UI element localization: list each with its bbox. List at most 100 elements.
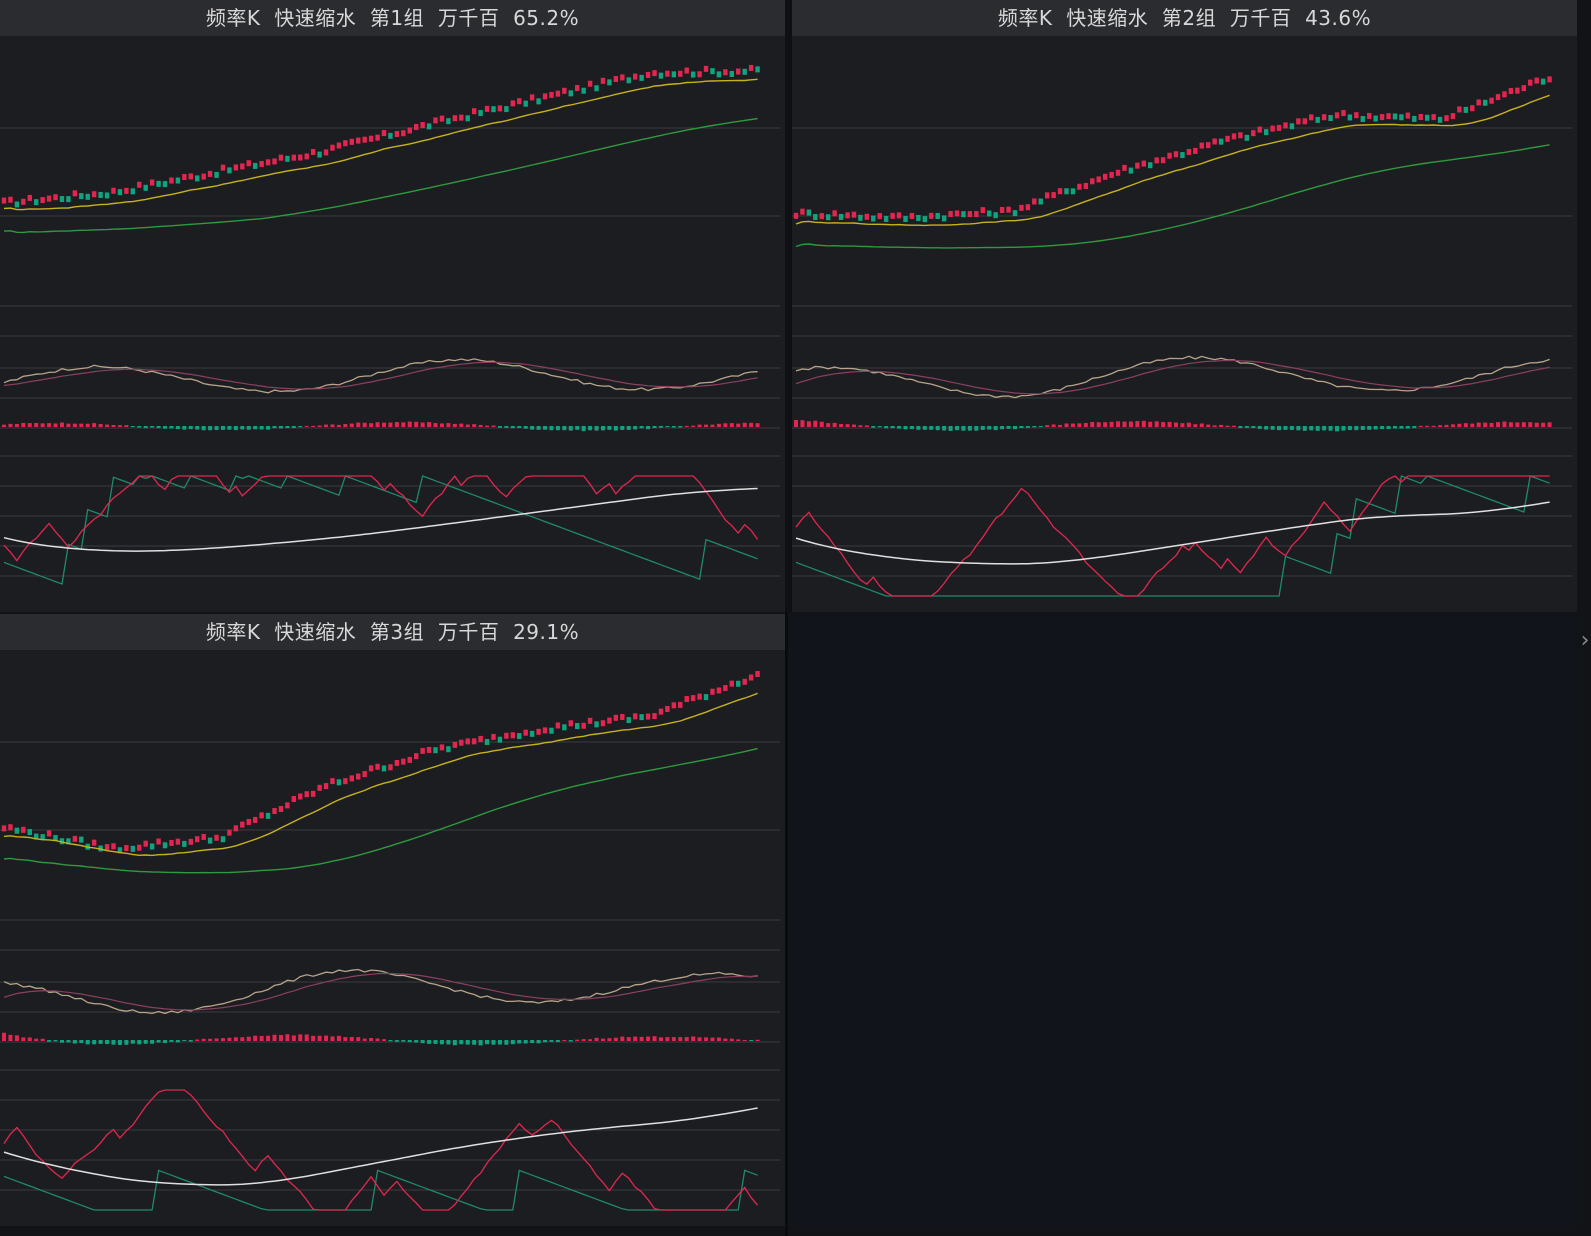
candle [111,843,116,850]
candle [439,744,445,751]
macd-bar [2,424,6,427]
k-line [3,475,759,562]
candle [233,164,239,171]
candle [375,134,380,141]
chevron-right-icon[interactable]: › [1580,628,1590,653]
candle [465,115,470,122]
macd-bar [884,426,889,429]
macd-bar [66,1040,71,1043]
macd-bar [588,426,593,431]
macd-bar [336,1035,341,1041]
macd-bar [826,423,831,427]
macd-bar [1354,426,1359,431]
macd-bar [111,1040,116,1045]
candle [53,835,58,842]
candle [1418,113,1423,120]
macd-bar [1167,421,1172,427]
macd-bar [864,425,869,427]
candle [987,210,992,217]
kline-chart[interactable] [792,36,1577,612]
candle [755,670,760,677]
candle [53,194,58,201]
macd-bar [665,1037,670,1041]
candle [645,713,651,720]
macd-bar [839,423,844,427]
candle [1115,169,1121,176]
d-line [3,487,758,552]
candle [883,215,889,222]
macd-bar [311,1035,316,1041]
macd-bar [530,426,535,430]
macd-bar [1096,422,1101,427]
candle [85,193,90,200]
candle [433,747,438,754]
macd-bar [278,1035,283,1041]
macd-bar [1244,426,1249,428]
dif-line [795,355,1550,399]
candle [240,821,245,828]
macd-bar [1296,426,1301,431]
candle [536,98,541,105]
macd-bar [105,1040,110,1045]
macd-bar [1341,426,1346,431]
macd-bar [27,423,32,427]
empty-chart-slot [788,614,1577,1226]
candle [671,71,677,78]
macd-bar [588,1039,593,1041]
macd-bar [755,423,760,427]
candle [600,720,606,727]
candle [343,140,348,147]
candle [66,838,71,845]
macd-bar [736,1039,741,1041]
kline-chart[interactable] [0,36,785,612]
candle [626,717,631,724]
macd-bar [21,1037,26,1041]
ma-long-line [3,747,758,874]
candle [1032,198,1037,205]
macd-bar [594,1037,599,1041]
chart-panel-group-2[interactable]: 频率K 快速缩水 第2组 万千百 43.6% [792,0,1577,612]
candle [658,708,664,715]
candle [1012,210,1018,217]
macd-bar [459,1040,464,1045]
macd-bar [253,426,258,430]
macd-bar [967,426,972,431]
macd-bar [259,1035,264,1041]
candle [1296,118,1301,125]
macd-bar [1425,425,1430,427]
macd-bar [478,424,483,427]
macd-bar [1148,421,1153,427]
candle [414,124,419,131]
kline-chart[interactable] [0,650,785,1226]
candle [864,213,870,220]
macd-bar [613,426,618,431]
candle [285,802,290,809]
macd-bar [343,424,348,427]
candle [40,197,45,204]
macd-bar [1347,426,1352,431]
macd-bar [27,1037,32,1041]
chart-panel-group-1[interactable]: 频率K 快速缩水 第1组 万千百 65.2% [0,0,785,612]
candle [349,138,354,145]
macd-bar [420,1040,425,1044]
candle [549,91,554,98]
macd-bar [369,423,374,427]
macd-bar [549,1040,554,1042]
chart-panel-group-3[interactable]: 频率K 快速缩水 第3组 万千百 29.1% [0,614,785,1226]
macd-bar [1521,422,1526,427]
candle [813,214,818,221]
macd-bar [285,1034,290,1041]
candle [684,67,689,74]
candle [323,149,329,156]
candle [723,685,728,692]
candle [1534,77,1539,84]
candle [690,71,696,78]
candle [117,847,123,854]
macd-bar [163,1040,168,1044]
candle [72,835,78,842]
candle [678,70,683,77]
candle [1225,135,1230,142]
macd-bar [800,420,805,427]
macd-bar [1122,421,1127,427]
candle [1489,97,1494,104]
